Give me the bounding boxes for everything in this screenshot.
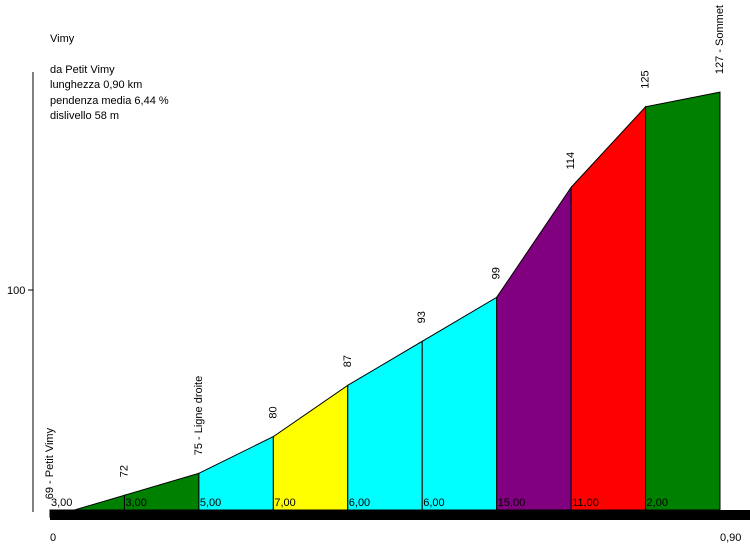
altitude-label: 69 - Petit Vimy: [44, 427, 56, 499]
profile-segment: [421, 296, 498, 511]
climb-info: Vimy da Petit Vimy lunghezza 0,90 km pen…: [50, 32, 169, 125]
profile-segment: [496, 185, 572, 511]
segment-gradient-label: 7,00: [274, 497, 295, 509]
baseline-bar: [50, 510, 750, 520]
altitude-label: 80: [267, 406, 279, 418]
segment-gradient-label: 3,00: [125, 497, 146, 509]
altitude-label: 127 - Sommet: [714, 5, 726, 74]
climb-elevation-gain: dislivello 58 m: [50, 110, 120, 122]
climb-start: da Petit Vimy: [50, 63, 115, 76]
segment-gradient-label: 3,00: [51, 497, 72, 509]
profile-segment: [347, 340, 423, 511]
segment-gradient-label: 15,00: [498, 497, 526, 509]
profile-segments: [49, 91, 721, 518]
profile-segment: [570, 105, 647, 511]
segment-gradient-label: 2,00: [647, 497, 668, 509]
profile-segment: [272, 384, 349, 511]
climb-avg-gradient: pendenza media 6,44 %: [50, 94, 169, 107]
segment-gradient-label: 5,00: [200, 497, 221, 509]
altitude-label: 87: [342, 355, 354, 367]
segment-gradient-label: 11,00: [572, 497, 599, 509]
segment-gradient-label: 6,00: [349, 497, 370, 509]
chart-axes: 100 0 0,90: [7, 72, 750, 544]
altitude-label: 75 - Ligne droite: [193, 376, 205, 456]
climb-length: lunghezza 0,90 km: [50, 79, 143, 91]
segment-gradient-label: 6,00: [423, 497, 444, 509]
x-tick-label: 0,90: [720, 532, 741, 544]
profile-segment: [645, 91, 721, 511]
x-tick-label: 0: [50, 532, 56, 544]
altitude-label: 93: [416, 311, 428, 323]
climb-name: Vimy: [50, 33, 75, 45]
altitude-label: 114: [565, 152, 577, 170]
profile-labels: 3,00 3,00 5,00 7,00 6,00 6,00 15,00 11,00 2,00 69…: [44, 5, 726, 509]
altitude-label: 72: [118, 465, 130, 477]
altitude-label: 99: [491, 267, 503, 279]
altitude-label: 125: [640, 70, 652, 88]
y-tick-label: 100: [7, 285, 25, 297]
